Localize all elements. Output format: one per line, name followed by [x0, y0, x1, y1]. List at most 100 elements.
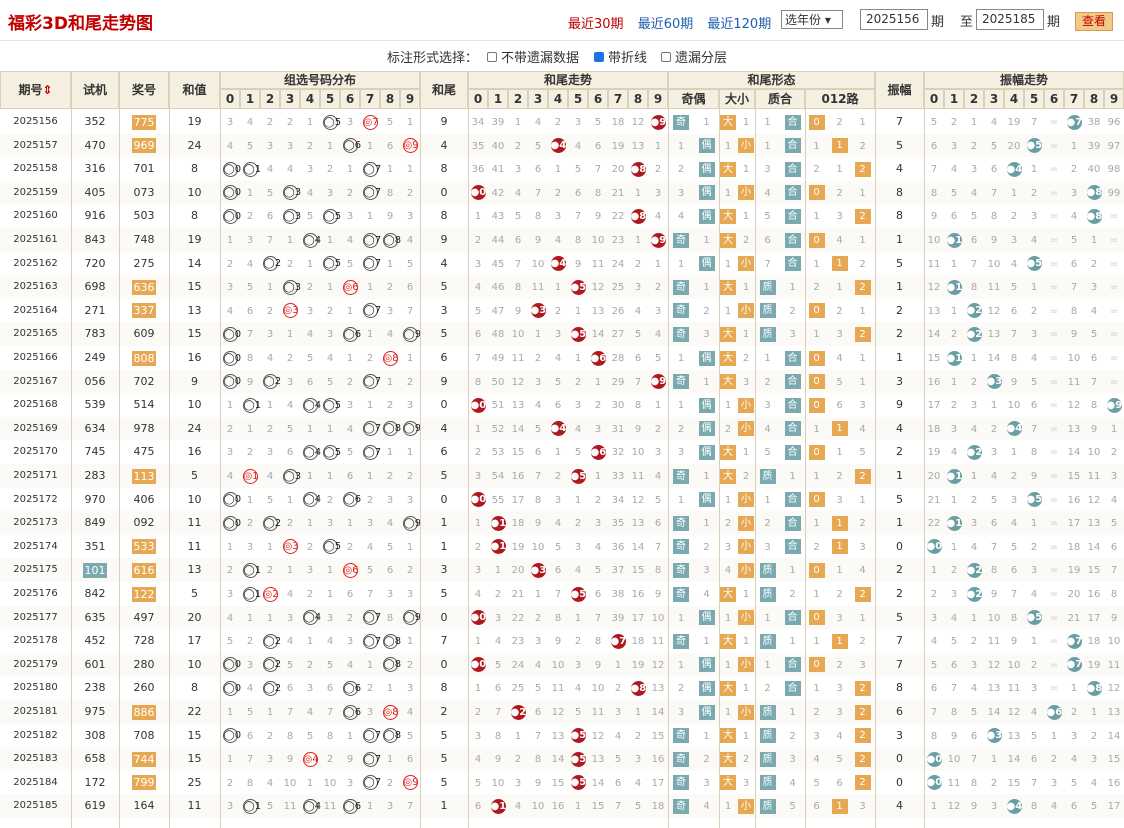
- prime-composite-tag: 质: [759, 775, 776, 791]
- period-link-30[interactable]: 最近30期: [568, 17, 624, 32]
- sort-icon[interactable]: ⇕: [42, 83, 53, 97]
- route-012-hit: 0: [808, 114, 825, 130]
- amp-digit-cell: 11: [924, 252, 944, 276]
- amp-digit-cell: 3: [1024, 676, 1044, 700]
- checkbox-icon[interactable]: [487, 51, 497, 62]
- amp-digit-cell: 20: [1064, 582, 1084, 606]
- amp-miss-value: 3: [1070, 730, 1078, 742]
- year-select[interactable]: 选年份 ▾: [781, 10, 843, 29]
- route-012-miss-value: 3: [859, 541, 866, 553]
- period-link-60[interactable]: 最近60期: [637, 17, 694, 32]
- trend-digit-cell: ●1: [488, 794, 508, 818]
- prime-composite-tag: 质: [759, 704, 776, 720]
- group-digit-cell: ◯0: [220, 511, 241, 535]
- option-with-line[interactable]: 带折线: [594, 47, 647, 66]
- prime-composite-tag: 质: [759, 586, 776, 602]
- group-digit-cell: ◯4: [300, 606, 321, 630]
- group-digit-cell: 1: [340, 511, 360, 535]
- trend-digit-cell: 4: [528, 110, 548, 134]
- route-012-cell: 6: [828, 393, 851, 417]
- trend-digit-cell: 7: [648, 535, 668, 559]
- amp-digit-cell: 5: [944, 181, 964, 205]
- amp-miss-value: 11: [927, 258, 941, 270]
- amp-miss-value: 19: [1087, 659, 1101, 671]
- option-miss-layer[interactable]: 遗漏分层: [661, 47, 727, 66]
- prime-composite-tag: 合: [784, 374, 801, 390]
- amp-miss-value: 5: [930, 659, 938, 671]
- amp-miss-value: 1: [1090, 707, 1098, 718]
- trial-cell: 470: [84, 138, 106, 152]
- trial-cell: 916: [84, 209, 106, 223]
- odd-even-miss-value: 3: [703, 329, 710, 341]
- to-issue-input[interactable]: 2025185: [976, 9, 1044, 30]
- amp-digit-cell: 1: [984, 393, 1004, 417]
- amp-cell: 0: [896, 752, 903, 766]
- amp-miss-value: 1: [950, 305, 958, 317]
- trend-digit-cell: ●4: [548, 252, 568, 276]
- checkbox-icon[interactable]: [661, 51, 671, 62]
- option-no-miss[interactable]: 不带遗漏数据: [487, 47, 579, 66]
- group-digit-cell: 1: [300, 629, 320, 653]
- route-012-miss-value: 1: [859, 235, 866, 246]
- trial-cell: 783: [84, 327, 106, 341]
- table-row: 2025160 916 503 8 ◯0 2 6 ◯3 5 ◯5 3 1 9 3 8 1 43 5 8 3 7 9 22 ●8…: [0, 204, 1124, 229]
- amp-miss-value: 3: [1050, 777, 1058, 789]
- odd-even-cell: 1: [668, 346, 694, 370]
- route-012-cell: 1: [828, 275, 851, 299]
- group-hit-ring: ◎7: [362, 114, 379, 130]
- big-small-tag: 大: [720, 751, 736, 767]
- amp-digit-cell: 2: [1024, 299, 1044, 323]
- trend-digit-cell: 24: [608, 252, 628, 276]
- group-hit-ring: ◯7: [362, 256, 382, 272]
- odd-even-tag: 奇: [673, 114, 689, 130]
- route-012-cell: 3: [851, 794, 874, 818]
- trend-digit-cell: 7: [528, 724, 548, 748]
- route-012-hit: 2: [854, 586, 871, 602]
- group-miss-value: 8: [246, 777, 254, 789]
- trend-digit-cell: 7: [488, 700, 508, 724]
- group-miss-value: 2: [246, 518, 254, 530]
- from-issue-input[interactable]: 2025156: [860, 9, 928, 30]
- checkbox-checked-icon[interactable]: [594, 51, 604, 62]
- amp-hit-ball: ●3: [986, 728, 1003, 744]
- amp-miss-value: 13: [1107, 707, 1121, 718]
- trend-digit-cell: 5: [548, 535, 568, 559]
- amp-hit-ball: ●4: [1006, 161, 1023, 177]
- amp-digit-cell: ●7: [1064, 110, 1084, 134]
- group-miss-value: 4: [326, 353, 334, 364]
- amp-digit-cell: 2: [1084, 252, 1104, 276]
- trend-digit-cell: 18: [508, 511, 528, 535]
- table-row: 2025183 658 744 15 1 7 3 9 ◎4 2 9 ◯7 1 6 5 4 9 2 8 14 ●5 13 5 3…: [0, 747, 1124, 772]
- amp-digit-cell: 17: [924, 393, 944, 417]
- amp-miss-value: 3: [1090, 282, 1098, 294]
- col-issue-header[interactable]: 期号⇕: [0, 71, 71, 109]
- trend-miss-value: 10: [551, 659, 565, 671]
- trend-miss-value: 5: [514, 211, 522, 223]
- trend-miss-value: 12: [551, 707, 565, 718]
- trend-digit-cell: 17: [648, 771, 668, 795]
- route-012-cell: 3: [828, 204, 851, 228]
- trend-miss-value: 54: [491, 471, 505, 482]
- group-digit-cell: 2: [300, 653, 320, 677]
- sum-cell: 16: [187, 445, 202, 459]
- trend-digit-cell: ●7: [608, 629, 628, 653]
- trend-miss-value: 51: [491, 400, 505, 412]
- trend-digit-cell: 1: [468, 417, 488, 441]
- prime-composite-cell: 合: [780, 488, 805, 512]
- query-button[interactable]: 查看: [1075, 12, 1113, 31]
- amp-digit-cell: 7: [1104, 558, 1124, 582]
- trend-miss-value: 9: [574, 258, 582, 270]
- group-hit-ring: ◯7: [362, 421, 382, 437]
- amp-digit-cell: 8: [984, 204, 1004, 228]
- trend-miss-value: 9: [534, 518, 542, 530]
- period-link-120[interactable]: 最近120期: [707, 17, 772, 32]
- group-digit-cell: 2: [320, 157, 340, 181]
- group-digit-cell: 2: [300, 134, 320, 158]
- group-digit-cell: 1: [280, 228, 300, 252]
- route-012-miss-value: 1: [813, 683, 820, 695]
- amp-hit-ball: ●7: [1066, 657, 1083, 673]
- amp-miss-value: 6: [990, 164, 998, 176]
- group-miss-value: 5: [406, 258, 414, 270]
- trend-digit-cell: 1: [568, 346, 588, 370]
- column-divider: [924, 109, 925, 828]
